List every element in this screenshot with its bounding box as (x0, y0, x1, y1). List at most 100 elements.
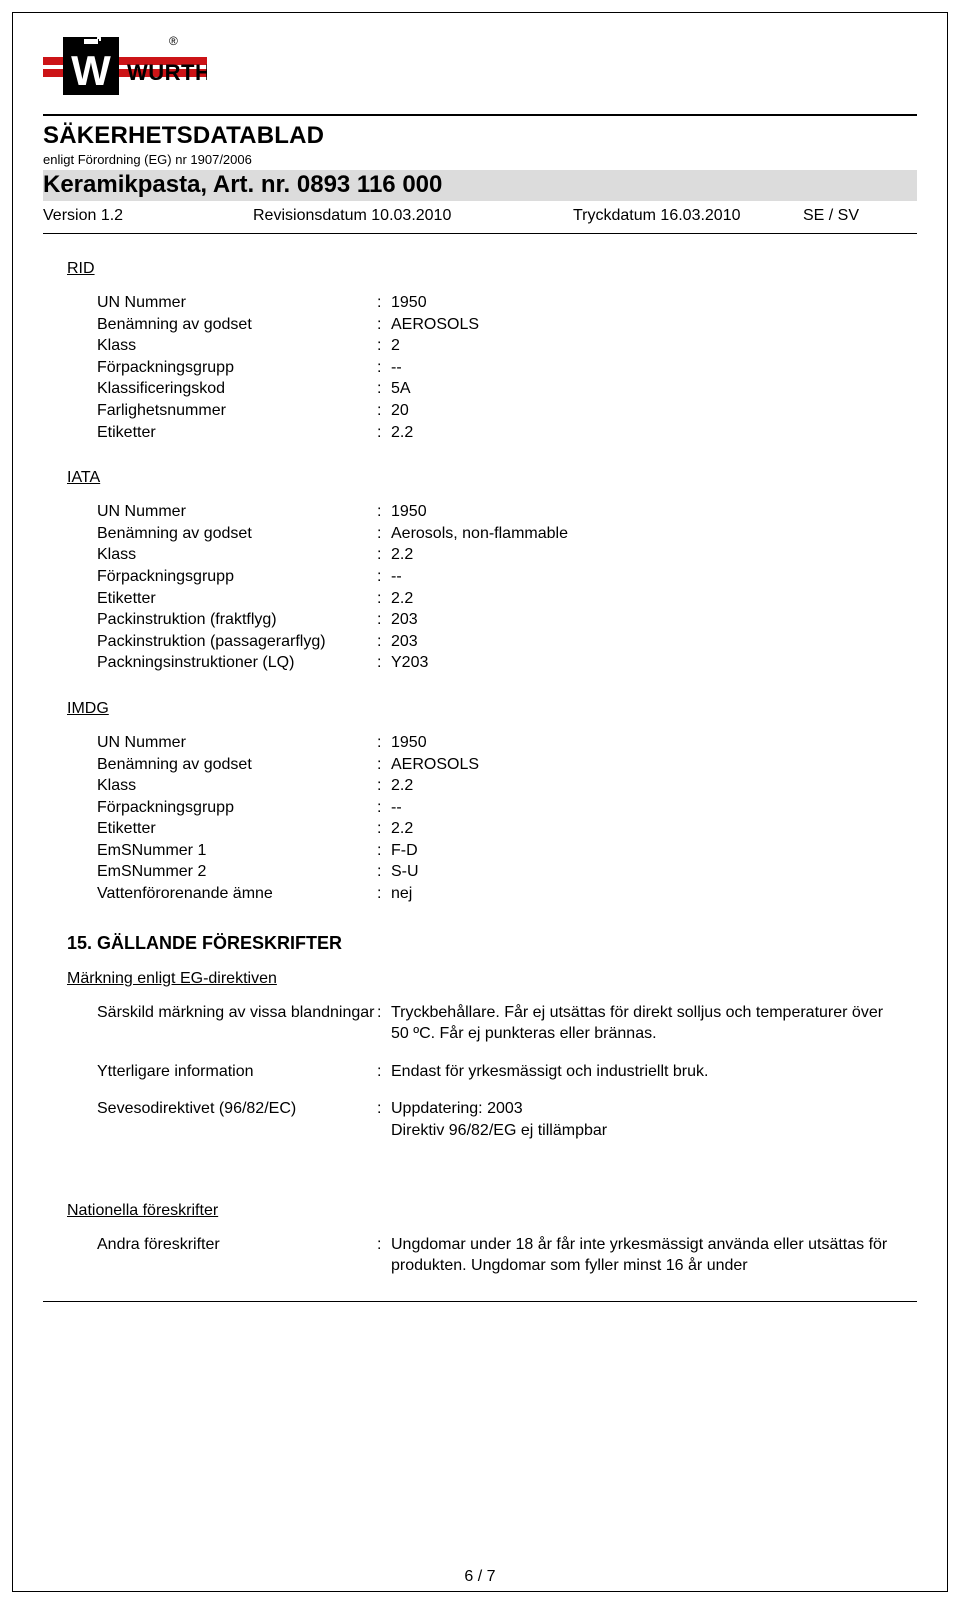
divider (43, 233, 917, 234)
kv-row: Benämning av godset:Aerosols, non-flamma… (97, 523, 893, 545)
kv-key: Förpackningsgrupp (97, 797, 377, 819)
kv-row: Klass:2.2 (97, 775, 893, 797)
national-block: Andra föreskrifter:Ungdomar under 18 år … (67, 1234, 893, 1277)
kv-value: 1950 (391, 732, 893, 754)
kv-colon: : (377, 314, 391, 336)
national-label: Nationella föreskrifter (67, 1202, 893, 1220)
kv-row: Förpackningsgrupp:-- (97, 566, 893, 588)
kv-key: Klassificeringskod (97, 378, 377, 400)
kv-row: Förpackningsgrupp:-- (97, 357, 893, 379)
kv-value: -- (391, 797, 893, 819)
para-colon: : (377, 1002, 391, 1045)
revision-text: Revisionsdatum 10.03.2010 (253, 207, 573, 225)
kv-value: 2.2 (391, 544, 893, 566)
para-colon: : (377, 1061, 391, 1083)
version-text: Version 1.2 (43, 207, 253, 225)
kv-row: Vattenförorenande ämne:nej (97, 883, 893, 905)
para-key: Ytterligare information (97, 1061, 377, 1083)
regs-heading: 15. GÄLLANDE FÖRESKRIFTER (67, 933, 893, 954)
section-rid-label: RID (67, 260, 893, 278)
kv-key: Klass (97, 544, 377, 566)
section-iata-label: IATA (67, 469, 893, 487)
kv-row: EmSNummer 1:F-D (97, 840, 893, 862)
kv-key: Packinstruktion (fraktflyg) (97, 609, 377, 631)
kv-colon: : (377, 797, 391, 819)
kv-key: Packinstruktion (passagerarflyg) (97, 631, 377, 653)
kv-key: Farlighetsnummer (97, 400, 377, 422)
product-bar: Keramikpasta, Art. nr. 0893 116 000 (43, 170, 917, 201)
kv-colon: : (377, 501, 391, 523)
kv-key: Packningsinstruktioner (LQ) (97, 652, 377, 674)
page-frame: W WURTH ® SÄKERHETSDATABLAD enligt Föror… (12, 12, 948, 1592)
regs-block: Särskild märkning av vissa blandningar:T… (67, 1002, 893, 1142)
kv-key: Förpackningsgrupp (97, 357, 377, 379)
svg-text:W: W (71, 47, 111, 94)
kv-value: AEROSOLS (391, 314, 893, 336)
section-iata-block: UN Nummer:1950Benämning av godset:Aeroso… (67, 501, 893, 674)
para-row: Andra föreskrifter:Ungdomar under 18 år … (97, 1234, 893, 1277)
kv-value: -- (391, 357, 893, 379)
kv-key: Etiketter (97, 422, 377, 444)
divider (43, 114, 917, 116)
kv-colon: : (377, 883, 391, 905)
kv-key: EmSNummer 2 (97, 861, 377, 883)
lang-text: SE / SV (803, 207, 859, 225)
kv-row: Klassificeringskod:5A (97, 378, 893, 400)
kv-row: EmSNummer 2:S-U (97, 861, 893, 883)
content-area: RID UN Nummer:1950Benämning av godset:AE… (43, 260, 917, 1277)
kv-row: UN Nummer:1950 (97, 732, 893, 754)
kv-key: Vattenförorenande ämne (97, 883, 377, 905)
kv-row: Etiketter:2.2 (97, 818, 893, 840)
divider (43, 1301, 917, 1302)
kv-colon: : (377, 652, 391, 674)
kv-key: Klass (97, 335, 377, 357)
kv-value: 2.2 (391, 422, 893, 444)
kv-key: Förpackningsgrupp (97, 566, 377, 588)
kv-value: AEROSOLS (391, 754, 893, 776)
kv-value: F-D (391, 840, 893, 862)
kv-key: Etiketter (97, 588, 377, 610)
kv-row: Benämning av godset:AEROSOLS (97, 314, 893, 336)
page-number: 6 / 7 (13, 1568, 947, 1586)
para-key: Sevesodirektivet (96/82/EC) (97, 1098, 377, 1141)
para-key: Andra föreskrifter (97, 1234, 377, 1277)
kv-value: 20 (391, 400, 893, 422)
kv-key: UN Nummer (97, 292, 377, 314)
version-row: Version 1.2 Revisionsdatum 10.03.2010 Tr… (43, 207, 917, 225)
doc-title: SÄKERHETSDATABLAD (43, 122, 917, 150)
kv-colon: : (377, 422, 391, 444)
kv-value: 2.2 (391, 775, 893, 797)
section-rid-block: UN Nummer:1950Benämning av godset:AEROSO… (67, 292, 893, 443)
kv-colon: : (377, 400, 391, 422)
kv-value: 2 (391, 335, 893, 357)
kv-value: 1950 (391, 292, 893, 314)
kv-colon: : (377, 544, 391, 566)
kv-colon: : (377, 861, 391, 883)
kv-value: -- (391, 566, 893, 588)
printdate-text: Tryckdatum 16.03.2010 (573, 207, 803, 225)
kv-colon: : (377, 609, 391, 631)
kv-key: Benämning av godset (97, 314, 377, 336)
kv-row: UN Nummer:1950 (97, 292, 893, 314)
para-value: Ungdomar under 18 år får inte yrkesmässi… (391, 1234, 893, 1277)
kv-colon: : (377, 818, 391, 840)
para-value: Endast för yrkesmässigt och industriellt… (391, 1061, 893, 1083)
para-row: Ytterligare information:Endast för yrkes… (97, 1061, 893, 1083)
para-colon: : (377, 1234, 391, 1277)
kv-row: Benämning av godset:AEROSOLS (97, 754, 893, 776)
kv-key: UN Nummer (97, 732, 377, 754)
kv-key: UN Nummer (97, 501, 377, 523)
kv-value: 5A (391, 378, 893, 400)
kv-key: Klass (97, 775, 377, 797)
kv-colon: : (377, 378, 391, 400)
svg-text:®: ® (169, 35, 178, 48)
para-value: Tryckbehållare. Får ej utsättas för dire… (391, 1002, 893, 1045)
kv-value: 2.2 (391, 818, 893, 840)
kv-row: UN Nummer:1950 (97, 501, 893, 523)
kv-colon: : (377, 335, 391, 357)
kv-value: 2.2 (391, 588, 893, 610)
kv-colon: : (377, 840, 391, 862)
svg-text:WURTH: WURTH (127, 60, 207, 85)
regs-subheading: Märkning enligt EG-direktiven (67, 970, 893, 988)
kv-value: 203 (391, 609, 893, 631)
